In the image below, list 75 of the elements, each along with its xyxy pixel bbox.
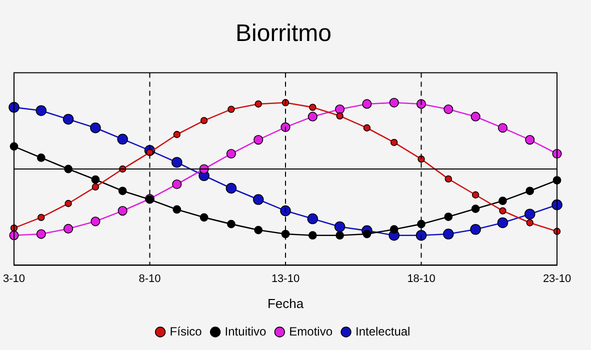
x-axis-title: Fecha: [267, 296, 304, 311]
point: [117, 134, 128, 145]
point: [362, 230, 372, 238]
x-tick-label: 13-10: [271, 272, 300, 285]
point: [472, 191, 480, 198]
point: [227, 220, 236, 228]
point: [526, 219, 534, 226]
point: [497, 217, 508, 228]
point: [36, 105, 47, 116]
point: [470, 112, 480, 122]
point: [91, 175, 100, 184]
point: [226, 148, 236, 159]
point: [36, 229, 46, 239]
point: [280, 205, 291, 216]
point: [62, 114, 74, 125]
point: [525, 135, 535, 145]
point: [254, 100, 262, 108]
legend-label: Emotivo: [289, 324, 333, 338]
point: [389, 98, 399, 108]
point: [118, 186, 127, 196]
point: [418, 155, 425, 163]
point: [200, 116, 208, 124]
point: [390, 225, 398, 234]
point: [498, 123, 508, 133]
point: [172, 205, 182, 214]
point: [498, 196, 507, 206]
chart-title: Biorritmo: [235, 20, 332, 48]
point: [524, 208, 536, 220]
point: [499, 207, 506, 214]
point: [38, 214, 45, 222]
legend-label: Físico: [170, 324, 202, 338]
point: [36, 154, 46, 162]
point: [172, 156, 182, 168]
x-tick-label: 18-10: [407, 272, 436, 285]
point: [92, 183, 100, 191]
point: [417, 220, 426, 228]
point: [254, 135, 264, 145]
point: [252, 194, 264, 205]
point: [309, 104, 316, 111]
x-tick-label: 8-10: [138, 272, 161, 285]
point: [64, 200, 72, 208]
point: [280, 122, 290, 132]
point: [200, 213, 208, 222]
point: [444, 104, 454, 114]
point: [308, 231, 317, 240]
point: [362, 99, 372, 109]
point: [526, 186, 534, 196]
point: [416, 230, 427, 241]
point: [226, 182, 237, 194]
point: [173, 130, 181, 138]
point: [307, 213, 318, 224]
point: [308, 112, 318, 122]
x-tick-label: 23-10: [542, 272, 572, 285]
point: [90, 216, 100, 226]
legend-label: Intuitivo: [224, 324, 266, 338]
point: [471, 204, 480, 214]
point: [254, 226, 263, 234]
point: [444, 212, 453, 221]
point: [335, 104, 345, 114]
point: [334, 221, 346, 232]
point: [390, 138, 398, 146]
point: [64, 224, 74, 234]
point: [363, 124, 371, 132]
point: [228, 106, 235, 113]
point: [443, 228, 454, 240]
point: [444, 175, 452, 183]
point: [90, 122, 101, 134]
point: [336, 112, 344, 120]
point: [281, 230, 290, 238]
point: [470, 224, 481, 235]
point: [336, 231, 344, 240]
point: [118, 206, 128, 216]
point: [172, 179, 182, 190]
legend-label: Intelectual: [356, 324, 410, 338]
x-tick-label: 3-10: [2, 272, 26, 285]
